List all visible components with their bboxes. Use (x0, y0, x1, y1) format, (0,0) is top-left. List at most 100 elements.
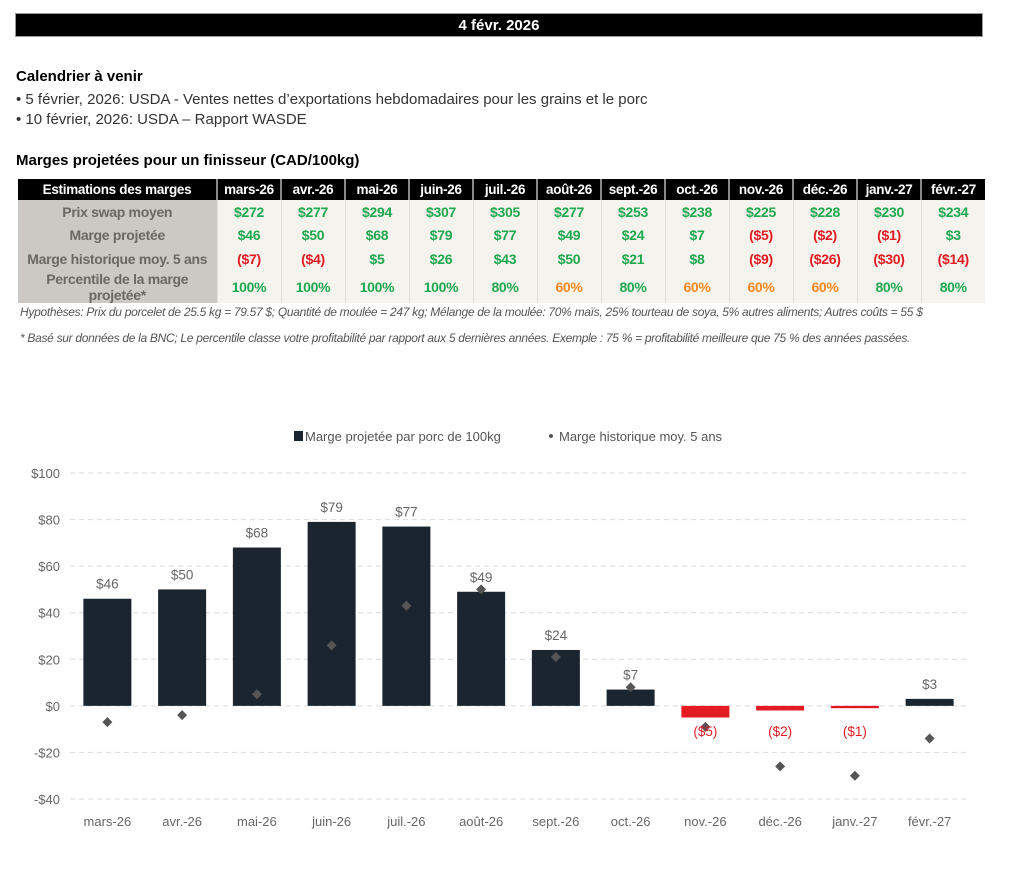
table-cell: $307 (408, 200, 473, 224)
table-cell: $50 (536, 247, 601, 271)
table-cell: 60% (792, 270, 857, 303)
historical-margin-point (401, 600, 412, 611)
bar (830, 705, 879, 709)
table-cell: $24 (600, 223, 665, 247)
table-cell: ($2) (792, 223, 857, 247)
margins-table: Estimations des marges mars-26 avr.-26 mai… (18, 179, 985, 303)
legend-bar-swatch (294, 431, 303, 441)
table-cell: $50 (280, 223, 345, 247)
x-tick-label: févr.-27 (908, 814, 951, 829)
bar-data-label: ($1) (843, 724, 867, 739)
table-cell: $79 (408, 223, 473, 247)
calendar-title: Calendrier à venir (16, 68, 143, 85)
historical-margin-point (700, 721, 711, 732)
bar (232, 547, 281, 706)
margin-chart: Marge projetée par porc de 100kg Marge h… (31, 429, 967, 829)
table-cell: ($5) (728, 223, 793, 247)
table-month-header: sept.-26 (600, 179, 665, 200)
bar (681, 705, 730, 718)
table-month-header: déc.-26 (792, 179, 857, 200)
table-month-header: juil.-26 (472, 179, 537, 200)
table-cell: $7 (664, 223, 729, 247)
table-cell: 100% (216, 270, 281, 303)
table-month-header: mai-26 (344, 179, 409, 200)
legend-diamond-label: Marge historique moy. 5 ans (559, 429, 723, 444)
table-cell: 80% (600, 270, 665, 303)
x-tick-label: déc.-26 (758, 814, 801, 829)
y-tick-label: $100 (31, 466, 60, 481)
bar-data-label: $79 (320, 500, 343, 515)
table-cell: $230 (856, 200, 921, 224)
date-header: 4 févr. 2026 (15, 13, 983, 37)
historical-margin-point (102, 717, 113, 728)
table-cell: $8 (664, 247, 729, 271)
table-cell: ($30) (856, 247, 921, 271)
y-tick-label: $80 (38, 513, 60, 528)
table-cell: ($26) (792, 247, 857, 271)
bar (905, 698, 954, 706)
x-tick-label: avr.-26 (162, 814, 202, 829)
bar (83, 598, 132, 706)
table-cell: $26 (408, 247, 473, 271)
table-cell: ($4) (280, 247, 345, 271)
y-tick-label: $0 (46, 699, 60, 714)
table-cell: 60% (728, 270, 793, 303)
bar (606, 689, 655, 706)
calendar-item: • 5 février, 2026: USDA - Ventes nettes … (16, 91, 648, 108)
y-tick-label: $40 (38, 606, 60, 621)
table-header-row: Estimations des marges mars-26 avr.-26 mai… (18, 179, 985, 200)
row-label: Marge historique moy. 5 ans (18, 247, 217, 271)
table-month-header: mars-26 (216, 179, 281, 200)
bar (158, 589, 207, 706)
table-month-header: nov.-26 (728, 179, 793, 200)
table-cell: $49 (536, 223, 601, 247)
table-cell: $277 (536, 200, 601, 224)
row-label: Prix swap moyen (18, 200, 217, 224)
table-cell: $225 (728, 200, 793, 224)
historical-margin-point (326, 640, 337, 651)
x-tick-label: sept.-26 (532, 814, 579, 829)
table-cell: $228 (792, 200, 857, 224)
table-cell: ($9) (728, 247, 793, 271)
table-cell: 80% (856, 270, 921, 303)
x-tick-label: mars-26 (84, 814, 132, 829)
historical-margin-point (924, 733, 935, 744)
table-title: Marges projetées pour un finisseur (CAD/… (16, 152, 360, 169)
table-cell: 60% (536, 270, 601, 303)
bar-data-label: $24 (545, 628, 568, 643)
y-tick-label: $60 (38, 559, 60, 574)
table-cell: ($7) (216, 247, 281, 271)
table-row: Marge projetée $46 $50 $68 $79 $77 $49 $24 $7 ($5… (18, 223, 985, 247)
x-tick-label: janv.-27 (831, 814, 877, 829)
hypotheses-note: Hypothèses: Prix du porcelet de 25.5 kg … (20, 305, 923, 319)
bar-data-label: ($2) (768, 724, 792, 739)
table-cell: 100% (344, 270, 409, 303)
footnote: * Basé sur données de la BNC; Le percent… (20, 331, 911, 345)
row-label: Percentile de la marge projetée* (18, 270, 217, 303)
table-cell: $294 (344, 200, 409, 224)
table-cell: ($14) (920, 247, 985, 271)
bar (756, 705, 805, 711)
y-tick-label: $20 (38, 652, 60, 667)
historical-margin-point (849, 770, 860, 781)
bar (382, 526, 431, 706)
calendar-item: • 10 février, 2026: USDA – Rapport WASDE (16, 111, 307, 128)
table-row: Percentile de la marge projetée* 100% 100%… (18, 270, 985, 303)
table-row: Prix swap moyen $272 $277 $294 $307 $305 $277 $… (18, 200, 985, 224)
table-cell: $305 (472, 200, 537, 224)
table-month-header: juin-26 (408, 179, 473, 200)
table-cell: $68 (344, 223, 409, 247)
x-tick-label: août-26 (459, 814, 503, 829)
historical-margin-point (625, 682, 636, 693)
table-cell: $77 (472, 223, 537, 247)
table-cell: 100% (280, 270, 345, 303)
historical-margin-point (177, 710, 188, 721)
historical-margin-point (251, 689, 262, 700)
x-tick-label: juin-26 (311, 814, 351, 829)
x-tick-label: mai-26 (237, 814, 277, 829)
bar (457, 591, 506, 706)
table-cell: 80% (472, 270, 537, 303)
x-tick-label: juil.-26 (386, 814, 425, 829)
table-cell: $234 (920, 200, 985, 224)
bar-data-label: $3 (922, 677, 937, 692)
